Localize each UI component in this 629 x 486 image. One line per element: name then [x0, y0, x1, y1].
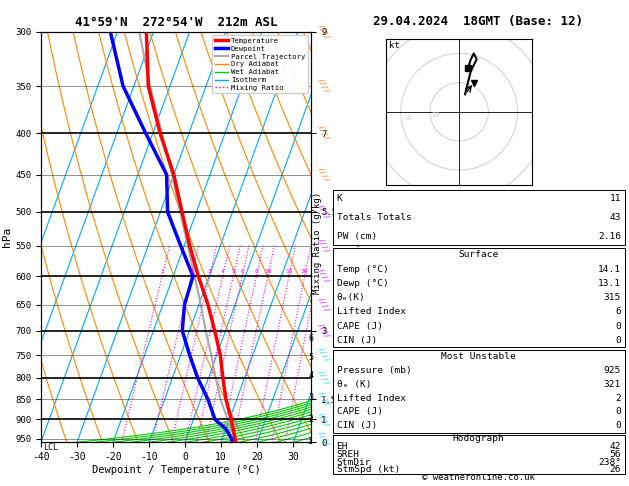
Text: 925: 925 [604, 366, 621, 375]
Text: Temp (°C): Temp (°C) [337, 265, 388, 274]
Legend: Temperature, Dewpoint, Parcel Trajectory, Dry Adiabat, Wet Adiabat, Isotherm, Mi: Temperature, Dewpoint, Parcel Trajectory… [213, 35, 308, 93]
Text: ////: //// [317, 23, 331, 40]
Text: ////: //// [317, 267, 331, 285]
Text: 5: 5 [308, 353, 313, 362]
Text: ////: //// [317, 430, 331, 448]
Text: StmDir: StmDir [337, 458, 371, 467]
Text: K: K [337, 194, 342, 203]
Text: kt: kt [389, 41, 400, 50]
Text: 15: 15 [285, 269, 292, 274]
Text: 0: 0 [615, 322, 621, 330]
Text: 6: 6 [240, 269, 244, 274]
Text: Mixing Ratio (g/kg): Mixing Ratio (g/kg) [313, 192, 322, 294]
Text: 43: 43 [610, 213, 621, 222]
Text: 0: 0 [615, 336, 621, 345]
Text: 8: 8 [255, 269, 259, 274]
Text: 3: 3 [308, 393, 313, 402]
Text: 2: 2 [615, 394, 621, 402]
Text: Pressure (mb): Pressure (mb) [337, 366, 411, 375]
Text: CIN (J): CIN (J) [337, 336, 377, 345]
Text: Hodograph: Hodograph [453, 434, 504, 443]
Text: Most Unstable: Most Unstable [442, 352, 516, 361]
Text: 0: 0 [615, 407, 621, 417]
Text: ////: //// [317, 203, 331, 221]
Text: 2.16: 2.16 [598, 232, 621, 241]
Text: PW (cm): PW (cm) [337, 232, 377, 241]
Text: ////: //// [317, 237, 331, 255]
Text: ////: //// [317, 322, 331, 340]
Text: SREH: SREH [337, 450, 360, 459]
Text: 10: 10 [264, 269, 272, 274]
Text: 6: 6 [308, 334, 313, 343]
Text: 14.1: 14.1 [598, 265, 621, 274]
Text: 11: 11 [610, 194, 621, 203]
Text: 5: 5 [231, 269, 235, 274]
Text: 3: 3 [208, 269, 211, 274]
Text: 30: 30 [404, 115, 412, 121]
Text: EH: EH [337, 442, 348, 451]
Y-axis label: km
ASL: km ASL [340, 228, 362, 246]
Text: ////: //// [317, 295, 331, 313]
Text: ////: //// [317, 411, 331, 428]
Text: ////: //// [317, 124, 331, 142]
Text: 321: 321 [604, 380, 621, 389]
X-axis label: Dewpoint / Temperature (°C): Dewpoint / Temperature (°C) [92, 465, 260, 475]
Text: ////: //// [317, 390, 331, 408]
Text: ////: //// [317, 369, 331, 387]
Text: 2: 2 [189, 269, 193, 274]
Text: 20: 20 [431, 112, 440, 118]
Text: 42: 42 [610, 442, 621, 451]
Text: 2: 2 [308, 415, 313, 424]
Text: CAPE (J): CAPE (J) [337, 322, 382, 330]
Text: Lifted Index: Lifted Index [337, 394, 406, 402]
Y-axis label: hPa: hPa [3, 227, 12, 247]
Text: 4: 4 [221, 269, 225, 274]
Text: 20: 20 [301, 269, 308, 274]
Text: CAPE (J): CAPE (J) [337, 407, 382, 417]
Text: Surface: Surface [459, 250, 499, 260]
Text: Dewp (°C): Dewp (°C) [337, 279, 388, 288]
Text: 56: 56 [610, 450, 621, 459]
Text: © weatheronline.co.uk: © weatheronline.co.uk [421, 473, 535, 482]
Text: θₑ(K): θₑ(K) [337, 293, 365, 302]
Text: LCL: LCL [43, 443, 58, 452]
Text: 26: 26 [610, 466, 621, 474]
Text: 238°: 238° [598, 458, 621, 467]
Text: 315: 315 [604, 293, 621, 302]
Text: 6: 6 [615, 308, 621, 316]
Text: ////: //// [317, 77, 331, 95]
Text: 25: 25 [313, 269, 321, 274]
Text: θₑ (K): θₑ (K) [337, 380, 371, 389]
Text: 0: 0 [615, 421, 621, 430]
Text: 4: 4 [308, 371, 313, 380]
Text: ////: //// [317, 166, 331, 184]
Text: Totals Totals: Totals Totals [337, 213, 411, 222]
Text: 13.1: 13.1 [598, 279, 621, 288]
Title: 41°59'N  272°54'W  212m ASL: 41°59'N 272°54'W 212m ASL [75, 16, 277, 29]
Text: 1: 1 [308, 437, 313, 446]
Text: StmSpd (kt): StmSpd (kt) [337, 466, 400, 474]
Text: Lifted Index: Lifted Index [337, 308, 406, 316]
Text: ////: //// [317, 346, 331, 364]
Text: 29.04.2024  18GMT (Base: 12): 29.04.2024 18GMT (Base: 12) [373, 15, 583, 28]
Text: CIN (J): CIN (J) [337, 421, 377, 430]
Text: 1: 1 [160, 269, 164, 274]
